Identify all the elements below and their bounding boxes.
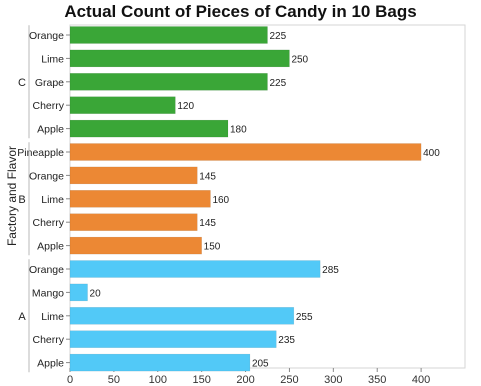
data-label: 225 (270, 31, 287, 42)
data-label: 180 (230, 125, 247, 136)
bar (69, 260, 321, 278)
x-tick-label: 300 (324, 374, 342, 386)
x-tick-label: 0 (67, 374, 73, 386)
category-label: Mango (32, 287, 64, 299)
data-label: 145 (199, 218, 216, 229)
category-label: Apple (37, 358, 64, 370)
category-label: Lime (41, 53, 64, 65)
bar (69, 353, 251, 372)
category-label: Lime (41, 311, 64, 323)
data-label: 235 (278, 335, 295, 346)
bar (69, 213, 198, 231)
bar (69, 330, 277, 348)
data-label: 250 (291, 54, 308, 65)
chart-title: Actual Count of Pieces of Candy in 10 Ba… (64, 2, 417, 21)
bar (69, 143, 422, 161)
category-label: Apple (37, 124, 64, 136)
bar (69, 49, 290, 68)
data-label: 150 (204, 242, 221, 253)
group-label: B (18, 194, 25, 206)
data-label: 145 (199, 171, 216, 182)
x-tick-label: 400 (412, 374, 430, 386)
data-label: 225 (270, 78, 287, 89)
category-label: Pineapple (17, 147, 64, 159)
data-label: 400 (423, 148, 440, 159)
bar (69, 26, 268, 44)
x-tick-label: 250 (280, 374, 298, 386)
x-tick-label: 50 (108, 374, 120, 386)
category-label: Lime (41, 194, 64, 206)
data-label: 285 (322, 265, 339, 276)
category-label: Cherry (32, 334, 64, 346)
category-label: Cherry (32, 100, 64, 112)
category-label: Cherry (32, 217, 64, 229)
bar (69, 166, 198, 185)
data-label: 20 (90, 288, 102, 299)
bar (69, 96, 176, 114)
bar (69, 283, 88, 302)
bar (69, 236, 202, 255)
x-tick-label: 350 (368, 374, 386, 386)
x-tick-label: 200 (236, 374, 254, 386)
x-tick-label: 100 (149, 374, 167, 386)
category-label: Orange (29, 264, 64, 276)
group-label: C (18, 77, 26, 89)
bar (69, 73, 268, 91)
data-label: 255 (296, 312, 313, 323)
bar (69, 190, 211, 208)
data-label: 205 (252, 359, 269, 370)
data-label: 160 (212, 195, 229, 206)
category-label: Apple (37, 241, 64, 253)
bar (69, 307, 295, 325)
x-tick-label: 150 (192, 374, 210, 386)
group-label: A (18, 311, 26, 323)
bar (69, 119, 229, 138)
category-label: Grape (35, 77, 64, 89)
data-label: 120 (177, 101, 194, 112)
category-label: Orange (29, 170, 64, 182)
category-label: Orange (29, 30, 64, 42)
